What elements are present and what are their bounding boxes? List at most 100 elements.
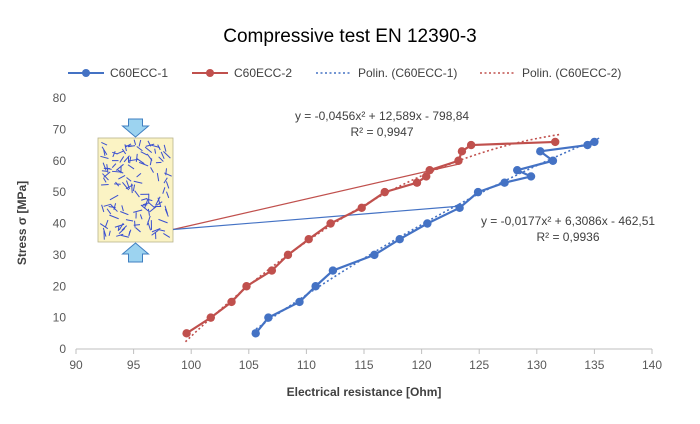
- data-point-c60ecc-1: [536, 147, 545, 156]
- fiber-mark: [155, 196, 161, 206]
- fiber-mark: [133, 224, 141, 226]
- fiber-mark: [138, 139, 142, 147]
- legend: C60ECC-1 C60ECC-2 Polin. (C60ECC-1) Polin. …: [68, 66, 621, 80]
- fiber-mark: [99, 223, 109, 230]
- x-axis-title: Electrical resistance [Ohm]: [287, 385, 442, 399]
- x-tick-label: 105: [239, 358, 259, 372]
- data-point-c60ecc-1: [500, 178, 509, 187]
- fiber-mark: [121, 205, 124, 212]
- fiber-mark: [162, 187, 166, 194]
- fiber-mark: [121, 225, 128, 231]
- fiber-mark: [112, 150, 116, 158]
- equation-c60ecc-1: y = -0,0177x² + 6,3086x - 462,51: [481, 214, 655, 228]
- fiber-mark: [111, 163, 117, 168]
- data-point-c60ecc-2: [267, 266, 277, 275]
- fiber-mark: [149, 206, 157, 213]
- fiber-mark: [127, 145, 136, 148]
- fiber-mark: [102, 162, 107, 171]
- data-point-c60ecc-1: [395, 234, 404, 244]
- data-point-c60ecc-2: [466, 140, 476, 150]
- x-tick-label: 100: [181, 358, 201, 372]
- fiber-mark: [100, 155, 109, 159]
- fiber-mark: [134, 190, 140, 198]
- axes: 90 95 100 105 110 115 120 125 130 135 140 0 10 20 30 40…: [53, 91, 663, 372]
- x-tick-label: 115: [354, 358, 373, 372]
- y-tick-label: 50: [53, 185, 67, 199]
- fiber-mark: [140, 151, 148, 156]
- y-tick-label: 70: [53, 122, 67, 136]
- fiber-mark: [165, 181, 170, 189]
- y-tick-label: 40: [53, 217, 67, 231]
- fiber-mark: [117, 225, 120, 232]
- fiber-mark: [128, 230, 131, 237]
- fiber-mark: [114, 223, 125, 228]
- y-axis-title: Stress σ [MPa]: [15, 181, 29, 265]
- fiber-mark: [116, 150, 124, 155]
- fiber-mark: [116, 233, 124, 237]
- fiber-mark: [109, 214, 119, 220]
- data-point-c60ecc-1: [251, 329, 260, 338]
- data-point-c60ecc-1: [328, 266, 338, 275]
- equation-c60ecc-2: y = -0,0456x² + 12,589x - 798,84: [295, 109, 469, 123]
- legend-label-polin-c60ecc-2: Polin. (C60ECC-2): [522, 66, 621, 80]
- fiber-mark: [113, 203, 117, 210]
- fiber-mark: [145, 143, 155, 147]
- fiber-mark: [144, 146, 153, 153]
- y-tick-label: 60: [53, 154, 67, 168]
- fiber-mark: [160, 151, 165, 159]
- fiber-mark: [163, 144, 167, 152]
- fiber-mark: [158, 229, 166, 232]
- fiber-mark: [101, 142, 108, 146]
- fiber-mark: [164, 208, 169, 217]
- series-lines: [185, 140, 595, 335]
- fiber-mark: [146, 198, 153, 202]
- data-point-c60ecc-2: [304, 234, 313, 244]
- fiber-mark: [103, 203, 112, 207]
- fiber-mark: [163, 177, 168, 184]
- fiber-mark: [125, 219, 134, 222]
- data-point-c60ecc-2: [380, 187, 389, 197]
- data-point-c60ecc-2: [422, 172, 431, 181]
- fiber-mark: [156, 201, 163, 206]
- data-point-c60ecc-2: [182, 329, 191, 338]
- data-point-c60ecc-2: [326, 219, 335, 228]
- fiber-mark: [166, 191, 170, 199]
- arrow-down-icon: [121, 118, 150, 138]
- fiber-mark: [112, 151, 118, 155]
- fiber-mark: [125, 143, 132, 148]
- fiber-mark: [136, 157, 145, 165]
- fiber-mark: [154, 148, 157, 154]
- x-tick-label: 90: [69, 358, 83, 372]
- x-tick-label: 135: [584, 358, 604, 372]
- trendline-polin-c60ecc-2: [184, 133, 560, 343]
- data-point-c60ecc-1: [548, 156, 558, 165]
- y-tick-label: 80: [53, 91, 67, 105]
- fiber-mark: [129, 156, 132, 164]
- data-point-c60ecc-2: [227, 297, 236, 307]
- data-point-c60ecc-2: [551, 137, 560, 147]
- fiber-mark: [151, 227, 161, 233]
- fiber-mark: [146, 153, 153, 161]
- fiber-mark: [136, 146, 143, 152]
- y-tick-label: 0: [59, 342, 66, 356]
- fiber-mark: [101, 146, 108, 156]
- data-point-c60ecc-1: [311, 282, 320, 291]
- y-tick-label: 10: [53, 311, 67, 325]
- fiber-mark: [133, 180, 143, 184]
- fiber-mark: [117, 169, 124, 174]
- arrow-up-icon: [121, 242, 150, 263]
- chart-title: Compressive test EN 12390-3: [223, 26, 476, 47]
- fiber-mark: [139, 214, 143, 220]
- x-tick-label: 95: [127, 358, 141, 372]
- pointer-lines: [172, 163, 460, 231]
- fiber-mark: [115, 163, 124, 171]
- fiber-mark: [135, 227, 141, 233]
- fiber-mark: [101, 204, 105, 213]
- fiber-mark: [111, 170, 122, 173]
- fiber-mark: [101, 170, 108, 172]
- fiber-mark: [138, 161, 149, 167]
- data-point-c60ecc-1: [513, 165, 522, 175]
- y-tick-label: 30: [53, 248, 67, 262]
- fiber-mark: [158, 156, 164, 162]
